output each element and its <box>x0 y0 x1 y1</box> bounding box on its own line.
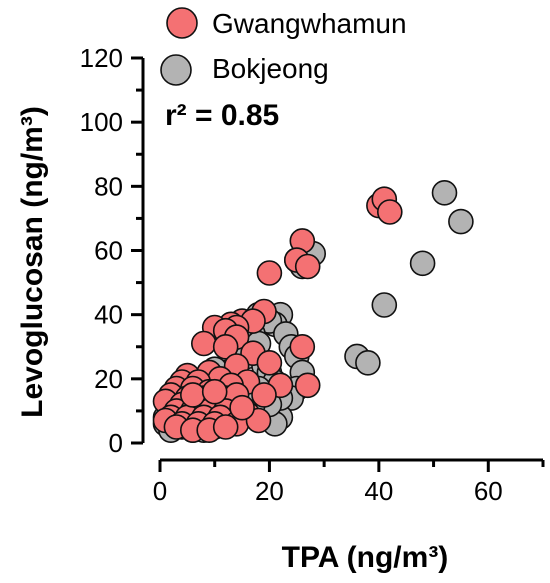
legend-label-gwangwhamun: Gwangwhamun <box>212 8 407 39</box>
point-gwangwhamun <box>229 394 255 421</box>
point-gwangwhamun <box>201 378 228 405</box>
point-gwangwhamun <box>256 260 283 286</box>
x-tick-label: 20 <box>255 476 284 506</box>
axes-layer: 0 20 40 60 80 100 120 0 20 40 60 <box>80 43 545 506</box>
x-axis-title: TPA (ng/m³) <box>282 541 449 574</box>
y-tick-label: 120 <box>80 43 123 73</box>
point-bokjeong <box>371 292 398 318</box>
legend-marker-gwangwhamun <box>166 7 198 39</box>
y-tick-label: 80 <box>94 171 123 201</box>
point-bokjeong <box>355 349 381 376</box>
y-tick-label: 60 <box>94 236 123 266</box>
r-squared-annotation: r² = 0.85 <box>165 99 279 132</box>
x-tick-label: 40 <box>364 476 393 506</box>
y-tick-label: 20 <box>94 364 123 394</box>
point-bokjeong <box>448 208 474 235</box>
x-tick-label: 0 <box>153 476 167 506</box>
point-gwangwhamun <box>376 199 403 225</box>
point-bokjeong <box>409 250 436 277</box>
legend-label-bokjeong: Bokjeong <box>212 53 329 84</box>
point-gwangwhamun <box>294 372 321 399</box>
point-gwangwhamun <box>289 333 316 360</box>
point-bokjeong <box>431 180 458 206</box>
y-axis-title: Levoglucosan (ng/m³) <box>16 106 49 418</box>
y-tick-label: 40 <box>94 300 123 330</box>
x-tick-label: 60 <box>474 476 503 506</box>
point-gwangwhamun <box>180 382 206 408</box>
y-tick-label: 100 <box>80 107 123 137</box>
point-gwangwhamun <box>251 382 277 408</box>
point-gwangwhamun <box>256 349 283 376</box>
points-layer <box>152 180 474 444</box>
point-gwangwhamun <box>294 253 321 280</box>
point-gwangwhamun <box>212 333 239 360</box>
y-tick-label: 0 <box>109 428 123 458</box>
point-gwangwhamun <box>212 414 239 440</box>
legend: Gwangwhamun Bokjeong <box>160 7 407 86</box>
legend-marker-bokjeong <box>160 54 192 86</box>
point-gwangwhamun <box>191 330 217 357</box>
